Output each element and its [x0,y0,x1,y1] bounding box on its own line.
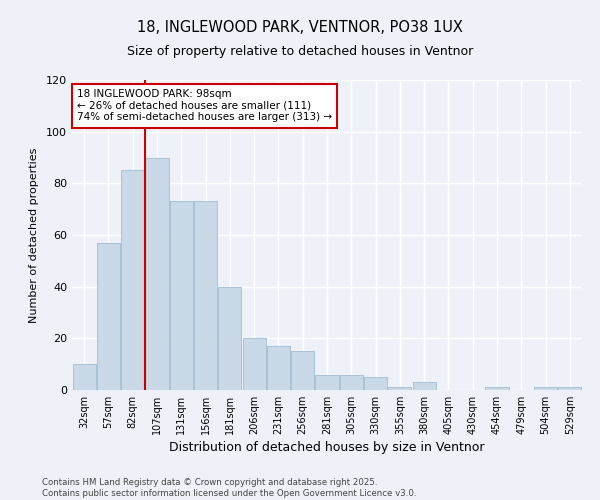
Bar [145,158,169,390]
Bar [364,377,387,390]
Bar [413,382,436,390]
Bar [340,374,363,390]
Bar [388,388,412,390]
Bar [559,388,581,390]
Bar [291,351,314,390]
Bar [218,286,241,390]
Bar [485,388,509,390]
Bar [242,338,266,390]
Bar [73,364,95,390]
Bar [534,388,557,390]
Bar [316,374,338,390]
Bar [170,202,193,390]
Text: 18 INGLEWOOD PARK: 98sqm
← 26% of detached houses are smaller (111)
74% of semi-: 18 INGLEWOOD PARK: 98sqm ← 26% of detach… [77,90,332,122]
X-axis label: Distribution of detached houses by size in Ventnor: Distribution of detached houses by size … [169,441,485,454]
Bar [121,170,144,390]
Bar [194,202,217,390]
Text: Contains HM Land Registry data © Crown copyright and database right 2025.
Contai: Contains HM Land Registry data © Crown c… [42,478,416,498]
Bar [267,346,290,390]
Text: 18, INGLEWOOD PARK, VENTNOR, PO38 1UX: 18, INGLEWOOD PARK, VENTNOR, PO38 1UX [137,20,463,35]
Bar [97,243,120,390]
Text: Size of property relative to detached houses in Ventnor: Size of property relative to detached ho… [127,45,473,58]
Y-axis label: Number of detached properties: Number of detached properties [29,148,39,322]
